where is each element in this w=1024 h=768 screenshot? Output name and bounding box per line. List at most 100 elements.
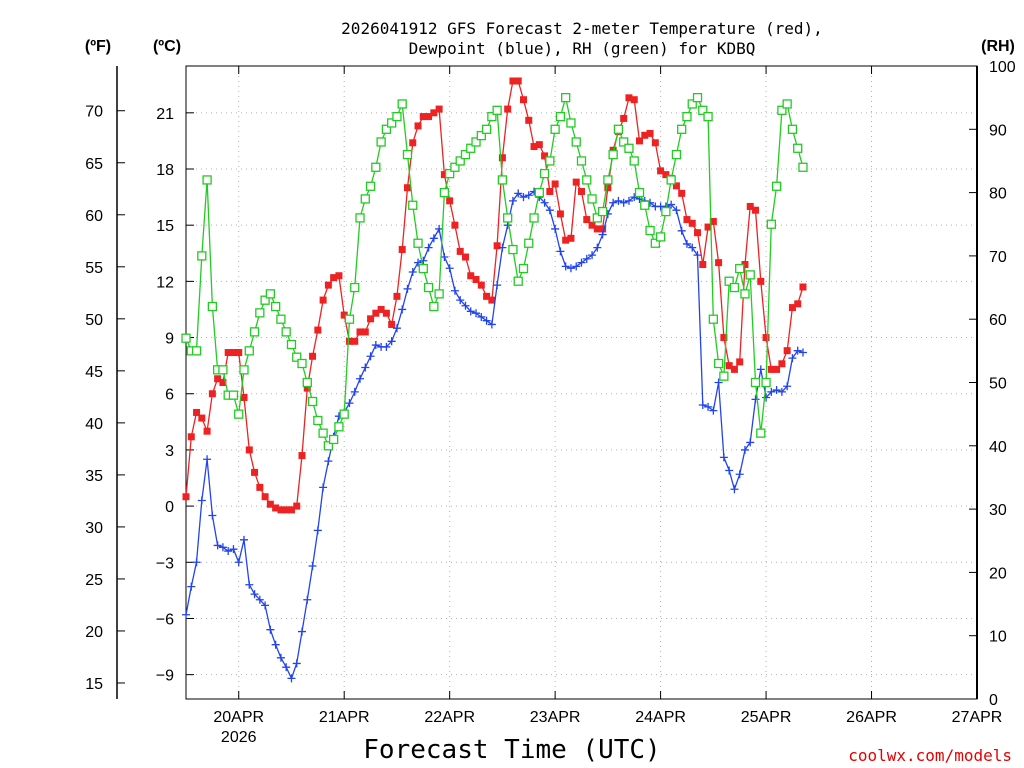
rh-point [381,124,392,134]
rh-point [529,213,539,223]
rh-point [445,168,455,179]
celsius-tick-label: 12 [156,274,174,291]
temperature-point [783,347,791,355]
temperature-point [788,304,796,312]
dewpoint-point [303,595,312,604]
dewpoint-point [788,354,797,363]
dewpoint-point [730,485,739,494]
x-tick-label: 27APR [952,709,1003,726]
dewpoint-point [392,324,401,333]
temperature-point [414,122,422,130]
temperature-point [546,187,554,195]
dewpoint-point [540,198,549,207]
dewpoint-point [266,625,275,634]
rh-point [344,314,355,324]
dewpoint-point [276,653,285,662]
temperature-point [477,281,485,289]
rh-point [761,377,771,388]
dewpoint-point [667,200,676,209]
rh-point [703,111,713,122]
temperature-point [277,506,285,514]
rh-point [307,396,318,407]
celsius-tick-label: 18 [156,162,174,179]
fahrenheit-tick-label: 50 [85,312,103,329]
rh-point [735,263,745,274]
rh-point [244,346,254,356]
temperature-point [646,129,654,137]
temperature-point [662,171,670,179]
dewpoint-point [208,511,217,520]
temperature-point [377,305,385,313]
rh-point [661,206,671,217]
chart-title-line2: Dewpoint (blue), RH (green) for KDBQ [409,39,756,58]
temperature-point [298,452,306,460]
rh-point [239,365,249,375]
rh-point [487,111,497,122]
credit-link[interactable]: coolwx.com/models [848,746,1012,765]
rh-point [592,213,602,223]
fahrenheit-tick-label: 60 [85,208,103,225]
temperature-point [245,446,253,454]
rh-point [181,333,191,343]
temperature-point [620,114,628,122]
temperature-point [498,154,506,162]
dewpoint-point [192,558,201,567]
rh-point [297,358,307,369]
rh-point [355,213,365,223]
rh-tick-label: 70 [989,249,1007,266]
temperature-point [409,139,417,147]
dewpoint-point [482,316,491,325]
rh-point [292,352,302,362]
temperature-point [282,506,290,514]
rh-point [756,428,766,438]
fahrenheit-tick-label: 25 [85,572,103,589]
rh-point [365,181,376,191]
series-dewpoint [182,187,807,683]
temperature-point [720,334,728,342]
rh-point [655,232,666,242]
rh-tick-label: 80 [989,186,1007,203]
dewpoint-point [498,243,507,252]
rh-point [640,200,650,210]
dewpoint-point [240,535,249,544]
celsius-tick-label: 15 [156,218,174,235]
dewpoint-point [182,610,190,619]
dewpoint-point [224,547,233,556]
rh-unit-label: (RH) [981,38,1015,55]
dewpoint-point [356,374,365,383]
fahrenheit-unit-label: (ºF) [85,38,111,55]
rh-point [234,409,244,419]
temperature-point [688,219,696,227]
rh-point [698,105,708,115]
temperature-point [657,167,665,175]
rh-point [771,181,782,191]
dewpoint-point [593,243,602,252]
temperature-point [435,105,443,113]
rh-point [793,143,803,153]
rh-point [719,371,729,381]
rh-point [218,365,228,375]
rh-point [597,206,608,217]
dewpoint-point [783,382,792,391]
temperature-point [293,502,301,510]
dewpoint-point [187,582,196,591]
dewpoint-point [218,543,227,552]
dewpoint-point [350,387,359,396]
temperature-point [694,229,702,237]
rh-point [318,428,328,438]
rh-point [418,263,428,274]
rh-point [539,168,550,179]
temperature-point [287,506,295,514]
temperature-point [208,390,216,398]
temperature-point [773,365,781,373]
x-tick-label: 26APR [846,709,897,726]
dewpoint-point [435,224,444,233]
temperature-point [556,210,564,218]
rh-point [466,143,476,153]
temperature-point [467,272,475,280]
dewpoint-point [714,378,723,387]
rh-tick-label: 60 [989,312,1007,329]
dewpoint-point [382,342,391,351]
rh-tick-label: 0 [989,692,998,709]
